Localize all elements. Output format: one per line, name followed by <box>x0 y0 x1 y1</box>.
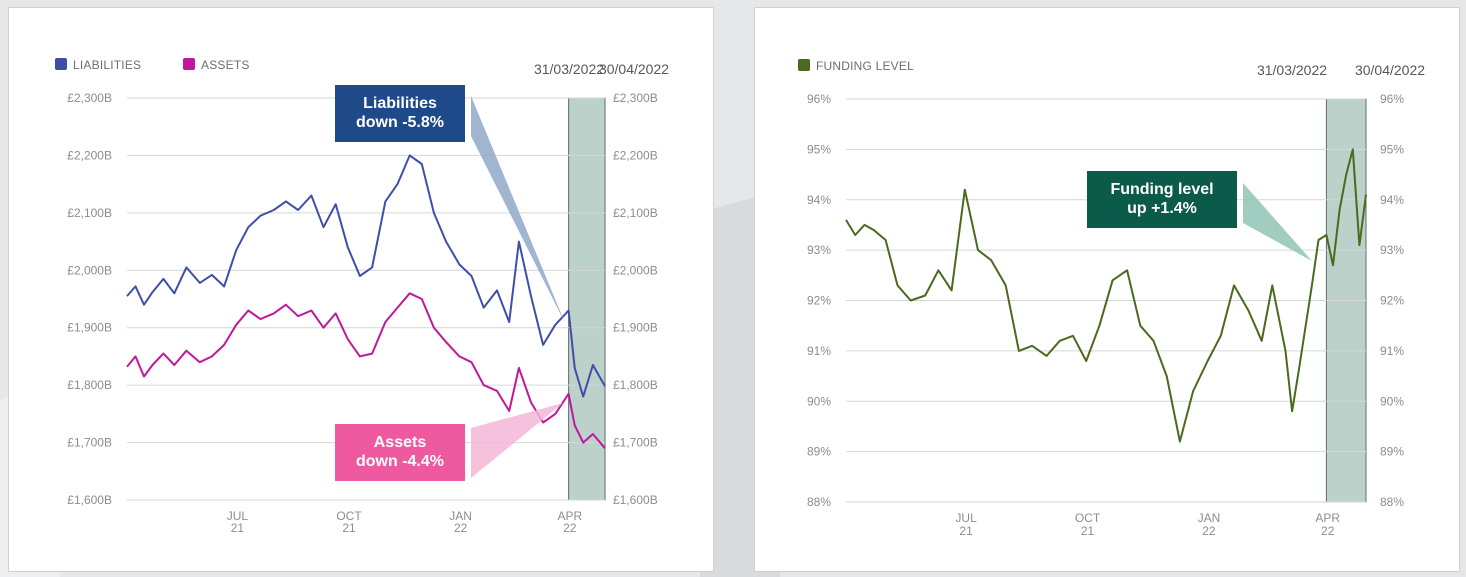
callout-text: Funding level <box>1110 181 1213 198</box>
y-tick-label-left: £2,100B <box>67 206 112 220</box>
y-tick-label-right: 89% <box>1380 445 1404 459</box>
y-tick-label-right: £2,200B <box>613 148 658 162</box>
series-line-assets <box>126 292 606 449</box>
legend-label: LIABILITIES <box>73 58 141 72</box>
legend-swatch <box>55 58 67 70</box>
callout-pointer <box>471 96 565 323</box>
y-tick-label-left: 96% <box>807 92 831 106</box>
y-tick-label-right: 96% <box>1380 92 1404 106</box>
y-tick-label-left: 93% <box>807 243 831 257</box>
y-tick-label-right: £2,300B <box>613 91 658 105</box>
highlight-date-label: 30/04/2022 <box>1355 62 1425 78</box>
y-tick-label-left: 91% <box>807 344 831 358</box>
y-tick-label-right: £2,000B <box>613 263 658 277</box>
x-tick-label-year: 21 <box>959 524 973 538</box>
callout-box <box>1087 171 1237 228</box>
x-tick-label-month: APR <box>557 509 582 523</box>
funding-level-chart-panel: 88% 88% 89% 89% 90% 90% 91% 91% 92% 92% 93% 93% 94% 9… <box>754 7 1460 572</box>
y-tick-label-right: 94% <box>1380 193 1404 207</box>
y-tick-label-left: £2,200B <box>67 148 112 162</box>
legend-label: FUNDING LEVEL <box>816 59 914 73</box>
highlight-period-band <box>568 97 606 501</box>
legend-label: ASSETS <box>201 58 250 72</box>
callout-text: up +1.4% <box>1127 200 1197 217</box>
x-tick-label-month: JUL <box>955 511 977 525</box>
y-tick-label-left: £2,000B <box>67 263 112 277</box>
callout-box <box>335 85 465 142</box>
x-tick-label-month: APR <box>1315 511 1340 525</box>
liabilities-assets-chart-panel: £1,600B £1,600B £1,700B £1,700B £1,800B £1,80… <box>8 7 714 572</box>
x-tick-label-month: JAN <box>449 509 472 523</box>
highlight-date-label: 31/03/2022 <box>534 61 604 77</box>
y-tick-label-right: 93% <box>1380 243 1404 257</box>
y-tick-label-right: £1,600B <box>613 493 658 507</box>
series-line-funding-level <box>845 148 1367 443</box>
y-tick-label-right: £1,700B <box>613 436 658 450</box>
x-tick-label-year: 22 <box>1202 524 1216 538</box>
liabilities-assets-chart: £1,600B £1,600B £1,700B £1,700B £1,800B £1,80… <box>55 58 669 535</box>
callout-text: down -4.4% <box>356 453 444 470</box>
y-tick-label-right: £1,800B <box>613 378 658 392</box>
y-tick-label-left: 89% <box>807 445 831 459</box>
y-tick-label-left: £2,300B <box>67 91 112 105</box>
series-line-liabilities <box>126 154 606 398</box>
x-tick-label-year: 21 <box>231 521 245 535</box>
funding-level-chart: 88% 88% 89% 89% 90% 90% 91% 91% 92% 92% 93% 93% 94% 9… <box>798 59 1425 538</box>
y-tick-label-right: £1,900B <box>613 321 658 335</box>
callout-pointer <box>471 403 563 478</box>
callout-box <box>335 424 465 481</box>
y-tick-label-right: 92% <box>1380 294 1404 308</box>
y-tick-label-right: 91% <box>1380 344 1404 358</box>
y-tick-label-left: £1,600B <box>67 493 112 507</box>
y-tick-label-right: 88% <box>1380 495 1404 509</box>
x-tick-label-year: 22 <box>1321 524 1335 538</box>
callout-text: down -5.8% <box>356 114 444 131</box>
y-tick-label-right: 90% <box>1380 394 1404 408</box>
y-tick-label-right: £2,100B <box>613 206 658 220</box>
x-tick-label-year: 22 <box>454 521 468 535</box>
callout-text: Assets <box>374 434 427 451</box>
y-tick-label-left: 95% <box>807 142 831 156</box>
x-tick-label-year: 22 <box>563 521 577 535</box>
y-tick-label-left: 92% <box>807 294 831 308</box>
callout-pointer <box>1243 183 1312 261</box>
x-tick-label-month: OCT <box>336 509 362 523</box>
y-tick-label-left: £1,700B <box>67 436 112 450</box>
y-tick-label-left: 88% <box>807 495 831 509</box>
x-tick-label-month: JUL <box>227 509 249 523</box>
x-tick-label-year: 21 <box>1081 524 1095 538</box>
legend-swatch <box>798 59 810 71</box>
legend-swatch <box>183 58 195 70</box>
y-tick-label-left: £1,900B <box>67 321 112 335</box>
y-tick-label-left: 90% <box>807 394 831 408</box>
highlight-date-label: 31/03/2022 <box>1257 62 1327 78</box>
callout-text: Liabilities <box>363 95 437 112</box>
y-tick-label-left: 94% <box>807 193 831 207</box>
x-tick-label-month: OCT <box>1075 511 1101 525</box>
highlight-date-label: 30/04/2022 <box>599 61 669 77</box>
y-tick-label-left: £1,800B <box>67 378 112 392</box>
y-tick-label-right: 95% <box>1380 142 1404 156</box>
x-tick-label-year: 21 <box>342 521 356 535</box>
x-tick-label-month: JAN <box>1198 511 1221 525</box>
